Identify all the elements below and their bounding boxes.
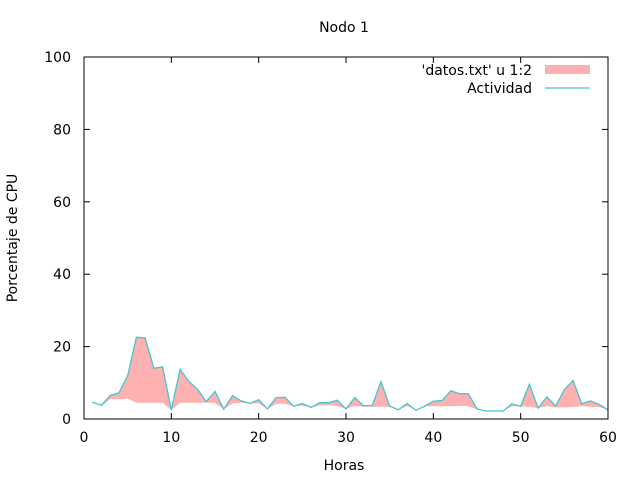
actividad-point — [589, 400, 592, 402]
actividad-point — [188, 380, 190, 382]
legend: 'datos.txt' u 1:2 Actividad — [421, 63, 590, 97]
actividad-point — [135, 336, 137, 338]
y-tick-label: 0 — [62, 412, 71, 428]
actividad-point — [205, 401, 207, 403]
actividad-point — [214, 390, 216, 393]
actividad-point — [380, 381, 382, 383]
actividad-point — [432, 400, 434, 402]
actividad-point — [240, 400, 242, 402]
actividad-point — [354, 397, 356, 399]
actividad-point — [249, 402, 251, 404]
actividad-point — [336, 399, 338, 401]
plot-frame — [83, 56, 609, 420]
actividad-point — [231, 395, 234, 397]
actividad-point — [223, 408, 225, 410]
actividad-point — [415, 409, 417, 411]
actividad-point — [537, 407, 539, 409]
x-tick-label: 60 — [599, 430, 617, 446]
actividad-point — [310, 406, 312, 408]
actividad-point — [362, 405, 365, 407]
actividad-point — [511, 403, 513, 405]
y-tick-label: 40 — [53, 267, 71, 283]
x-tick-label: 0 — [80, 430, 89, 446]
actividad-point — [476, 408, 478, 410]
actividad-point — [153, 367, 155, 369]
actividad-point — [109, 394, 111, 397]
actividad-point — [441, 399, 443, 402]
actividad-point — [467, 393, 469, 395]
actividad-point — [563, 389, 565, 391]
actividad-point — [598, 403, 600, 406]
actividad-point — [485, 410, 487, 412]
actividad-point — [179, 368, 181, 370]
actividad-point — [528, 383, 531, 385]
actividad-point — [170, 409, 172, 411]
area-fill-layer — [92, 337, 608, 411]
legend-label-datos: 'datos.txt' u 1:2 — [421, 63, 532, 79]
actividad-point — [118, 392, 120, 394]
actividad-point — [458, 393, 461, 395]
actividad-point — [371, 405, 373, 407]
actividad-point — [572, 380, 574, 382]
actividad-point — [100, 404, 103, 406]
chart-title: Nodo 1 — [319, 20, 369, 36]
actividad-point — [397, 409, 399, 411]
actividad-line — [92, 336, 609, 412]
actividad-point — [293, 405, 295, 407]
actividad-point — [424, 405, 426, 407]
actividad-point — [345, 408, 347, 410]
x-tick-label: 20 — [250, 430, 268, 446]
activity-line-layer — [92, 336, 609, 412]
actividad-point — [450, 390, 452, 392]
actividad-point — [555, 405, 557, 407]
actividad-point — [546, 396, 548, 398]
actividad-point — [92, 401, 94, 403]
x-tick-label: 40 — [424, 430, 442, 446]
datos-filled-area — [92, 337, 608, 411]
actividad-point — [520, 405, 522, 407]
actividad-point — [266, 408, 268, 410]
x-tick-label: 10 — [162, 430, 180, 446]
y-tick-label: 20 — [53, 340, 71, 356]
actividad-point — [319, 402, 321, 404]
actividad-point — [389, 405, 391, 407]
actividad-point — [493, 410, 496, 412]
x-tick-label: 30 — [337, 430, 355, 446]
actividad-point — [127, 375, 129, 377]
legend-label-actividad: Actividad — [467, 81, 532, 97]
y-tick-label: 80 — [53, 122, 71, 138]
x-tick-label: 50 — [512, 430, 530, 446]
y-tick-label: 100 — [44, 50, 71, 66]
axis-ticks: 0 10 20 30 40 50 60 0 20 40 60 80 100 — [44, 50, 617, 446]
actividad-point — [144, 337, 146, 339]
actividad-point — [258, 399, 260, 401]
legend-swatch-datos — [545, 65, 590, 74]
actividad-point — [581, 403, 583, 405]
actividad-point — [301, 402, 303, 404]
actividad-point — [162, 366, 164, 368]
actividad-point — [275, 397, 277, 399]
actividad-point — [406, 402, 408, 404]
y-axis-label: Porcentaje de CPU — [5, 174, 21, 303]
actividad-point — [327, 402, 330, 404]
actividad-point — [196, 388, 199, 390]
actividad-point — [502, 410, 504, 412]
actividad-point — [284, 396, 286, 398]
y-tick-label: 60 — [53, 195, 71, 211]
x-axis-label: Horas — [324, 458, 365, 474]
